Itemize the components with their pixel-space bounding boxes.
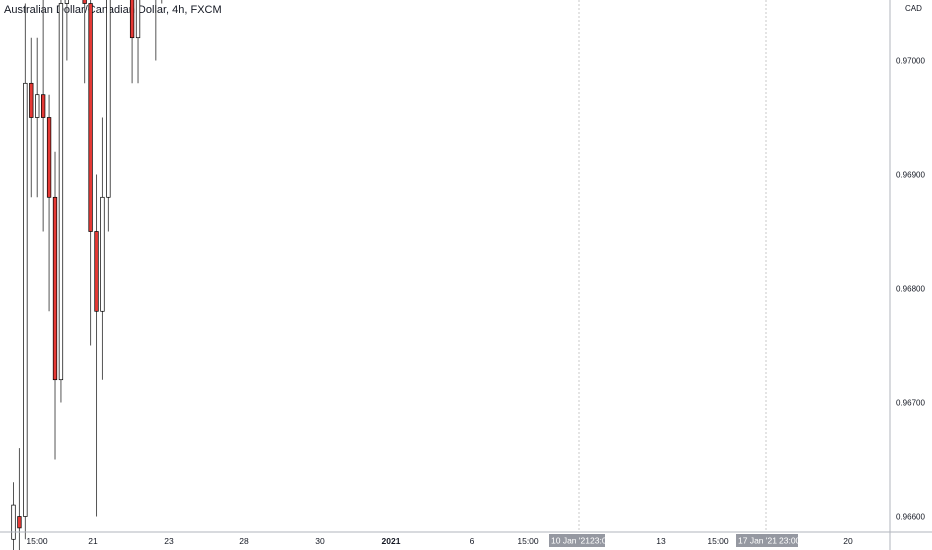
candle	[129, 0, 135, 84]
candles-layer	[11, 0, 163, 550]
date-badge-1-date: 10 Jan '21	[551, 536, 590, 546]
candle	[135, 0, 141, 84]
price-axis-bg[interactable]	[890, 0, 932, 532]
candle-body-up	[64, 0, 70, 4]
candle-body-up	[35, 94, 40, 118]
candle	[29, 37, 34, 198]
candle-body-up	[58, 3, 64, 381]
candle-body-down	[82, 0, 87, 4]
candle	[46, 94, 52, 312]
time-tick-label: 15:00	[707, 536, 729, 546]
candle-body-down	[29, 82, 34, 118]
candle	[40, 0, 46, 232]
time-axis-badges: 10 Jan '21 23:00 17 Jan '21 23:00	[549, 534, 801, 547]
price-tick-label: 0.97000	[896, 57, 925, 66]
candle-body-down	[52, 196, 58, 381]
price-axis-ticks: 0.966000.967000.968000.969000.970000.971…	[896, 57, 925, 522]
candle	[23, 3, 28, 540]
candle	[88, 0, 93, 346]
candle-body-up	[23, 82, 28, 517]
session-lines	[578, 0, 767, 532]
candle-body-down	[40, 94, 46, 118]
candle-body-down	[17, 516, 22, 529]
time-tick-label: 28	[239, 536, 249, 546]
candle	[100, 117, 105, 380]
candle	[155, 0, 157, 61]
date-badge-1	[549, 534, 605, 547]
time-tick-label: 15:00	[26, 536, 48, 546]
date-badge-1-time: 23:00	[590, 536, 612, 546]
time-tick-label: 2021	[382, 536, 401, 546]
candle	[64, 0, 70, 61]
price-tick-label: 0.96600	[896, 513, 925, 522]
price-tick-label: 0.96700	[896, 399, 925, 408]
candle	[161, 0, 163, 4]
time-tick-label: 23	[164, 536, 174, 546]
candle-body-down	[129, 0, 135, 39]
candle	[58, 0, 64, 403]
candle-body-down	[46, 117, 52, 198]
candle	[35, 37, 40, 198]
date-badge-2	[736, 534, 798, 547]
candle-body-down	[88, 3, 93, 232]
candle-body-down	[94, 231, 99, 312]
candle-body-up	[106, 0, 111, 198]
date-badge-2-date: 17 Jan '21	[738, 536, 777, 546]
candle	[82, 0, 87, 84]
time-tick-label: 15:00	[517, 536, 539, 546]
date-badge-2-time: 23:00	[779, 536, 801, 546]
candle	[94, 174, 99, 517]
candle-body-up	[100, 196, 105, 312]
currency-label: CAD	[905, 4, 922, 13]
chart-title: Australian Dollar/Canadian Dollar, 4h, F…	[4, 4, 222, 16]
candle	[17, 448, 22, 550]
candle-body-up	[11, 504, 16, 540]
time-tick-label: 6	[470, 536, 475, 546]
candle	[11, 482, 16, 550]
candle-body-up	[135, 0, 141, 39]
time-tick-label: 21	[88, 536, 98, 546]
candle	[52, 151, 58, 460]
time-tick-label: 20	[843, 536, 853, 546]
price-tick-label: 0.96900	[896, 171, 925, 180]
price-tick-label: 0.96800	[896, 285, 925, 294]
time-tick-label: 30	[315, 536, 325, 546]
time-tick-label: 13	[656, 536, 666, 546]
candle	[106, 0, 111, 232]
